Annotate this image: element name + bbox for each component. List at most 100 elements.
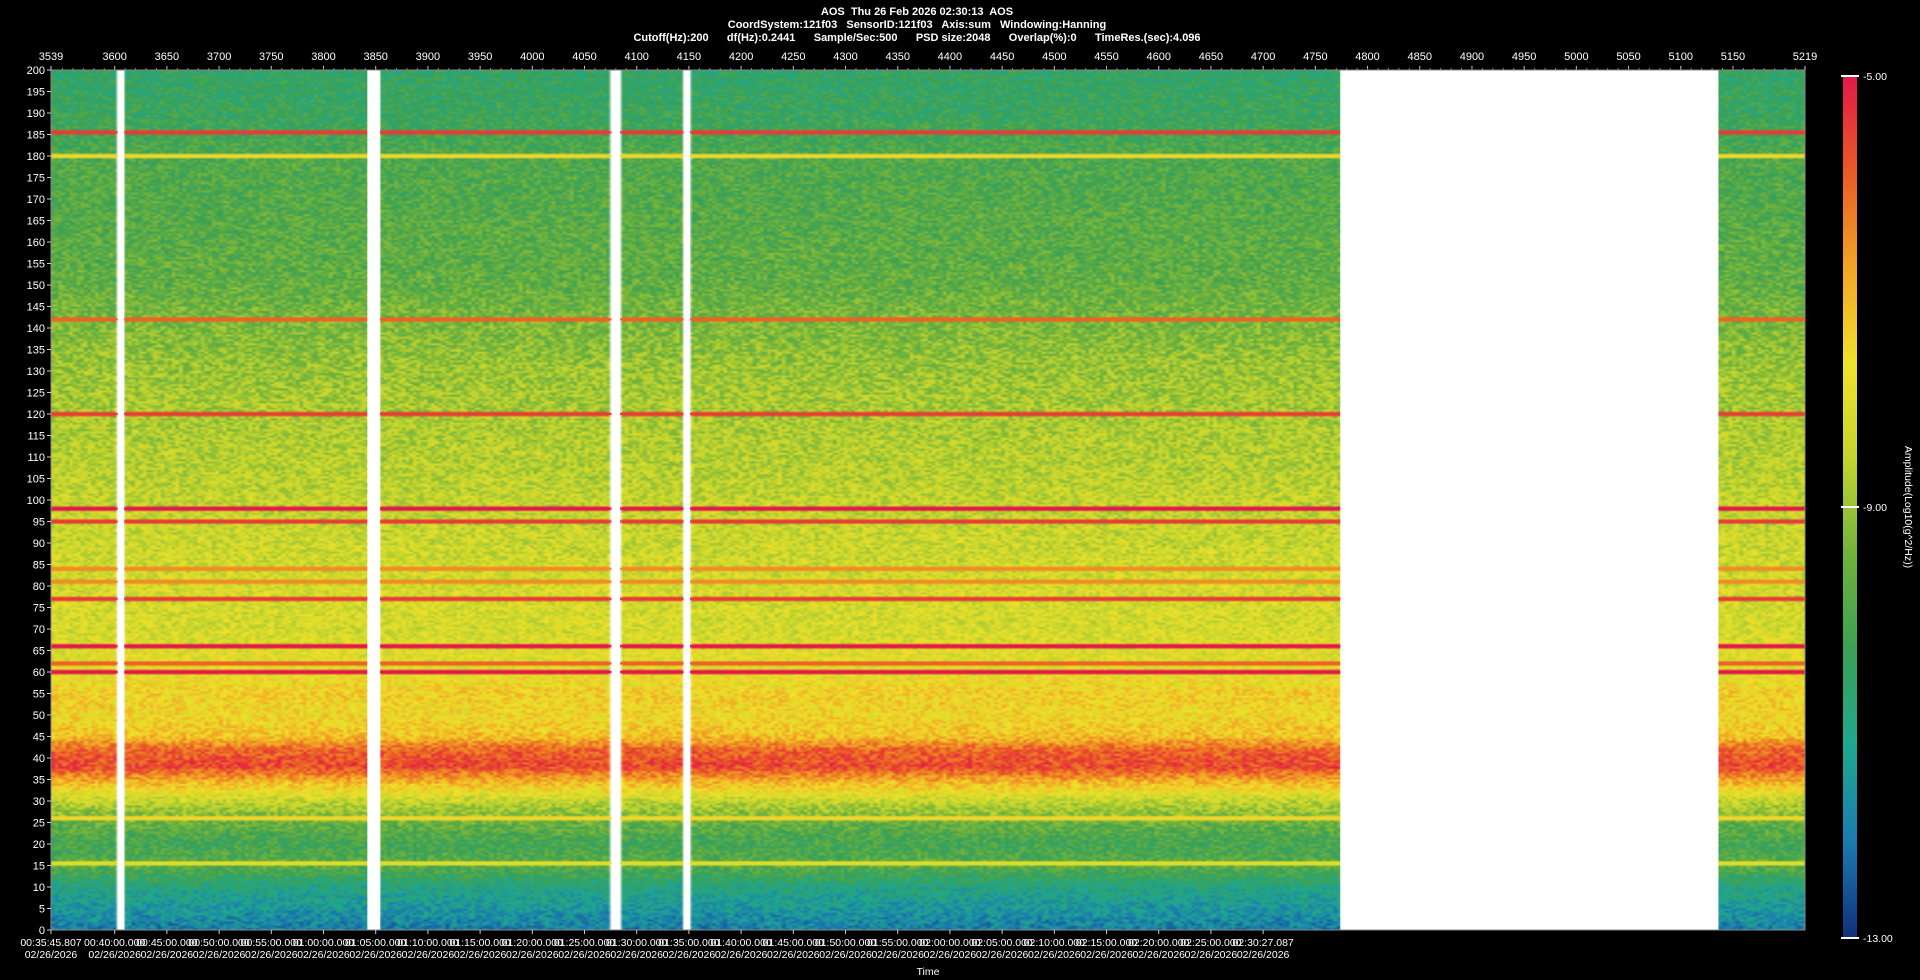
x-time-tick-label: 02:10:00.000 [1024,937,1085,949]
y-tick-label: 30 [33,796,45,808]
x-top-tick-label: 4550 [1094,51,1118,63]
y-tick-label: 200 [27,65,45,77]
x-time-tick-label: 00:35:45.807 [20,937,81,949]
x-top-tick-label: 4050 [572,51,596,63]
y-tick-label: 150 [27,280,45,292]
y-tick-label: 120 [27,409,45,421]
x-time-tick-label: 02:20:00.000 [1128,937,1189,949]
x-time-tick-label: 01:05:00.000 [345,937,406,949]
x-time-tick-label: 01:25:00.000 [554,937,615,949]
y-tick-label: 60 [33,667,45,679]
colorbar-label: Amplitude(Log10(g^2/Hz)) [1902,446,1914,568]
x-axis-label: Time [917,966,940,978]
x-top-tick-label: 4200 [729,51,753,63]
x-date-tick-label: 02/26/2026 [1237,949,1290,961]
chart-title: AOS Thu 26 Feb 2026 02:30:13 AOS [820,6,1014,18]
x-top-tick-label: 4850 [1408,51,1432,63]
data-gap [117,70,125,930]
x-date-tick-label: 02/26/2026 [297,949,350,961]
x-date-tick-label: 02/26/2026 [349,949,402,961]
x-time-tick-label: 00:40:00.000 [84,937,145,949]
x-top-tick-label: 3700 [207,51,231,63]
x-date-tick-label: 02/26/2026 [141,949,194,961]
x-date-tick-label: 02/26/2026 [454,949,507,961]
y-tick-label: 160 [27,237,45,249]
y-tick-label: 25 [33,818,45,830]
x-top-tick-label: 3539 [39,51,63,63]
x-time-tick-label: 01:55:00.000 [867,937,928,949]
y-tick-label: 85 [33,560,45,572]
axes: 0510152025303540455055606570758085909510… [20,51,1817,978]
x-date-tick-label: 02/26/2026 [402,949,455,961]
y-tick-label: 40 [33,753,45,765]
y-tick-label: 95 [33,517,45,529]
x-top-tick-label: 4500 [1042,51,1066,63]
x-time-tick-label: 02:05:00.000 [971,937,1032,949]
x-top-tick-label: 4350 [885,51,909,63]
x-top-tick-label: 4150 [677,51,701,63]
y-tick-label: 195 [27,87,45,99]
x-top-tick-label: 4650 [1199,51,1223,63]
data-gap [1340,70,1719,930]
x-top-tick-label: 3900 [416,51,440,63]
x-date-tick-label: 02/26/2026 [819,949,872,961]
x-top-tick-label: 4450 [990,51,1014,63]
x-top-tick-label: 4700 [1251,51,1275,63]
y-tick-label: 20 [33,839,45,851]
y-tick-label: 45 [33,732,45,744]
y-tick-label: 115 [27,431,45,443]
x-top-tick-label: 4800 [1355,51,1379,63]
x-date-tick-label: 02/26/2026 [245,949,298,961]
y-tick-label: 35 [33,775,45,787]
y-tick-label: 175 [27,173,45,185]
x-time-tick-label: 02:00:00.000 [919,937,980,949]
x-time-tick-label: 01:30:00.000 [606,937,667,949]
x-top-tick-label: 5050 [1616,51,1640,63]
x-date-tick-label: 02/26/2026 [1080,949,1133,961]
y-tick-label: 50 [33,710,45,722]
x-top-tick-label: 3850 [363,51,387,63]
x-top-tick-label: 5100 [1669,51,1693,63]
chart-subtitle-params: Cutoff(Hz):200 df(Hz):0.2441 Sample/Sec:… [633,32,1201,44]
colorbar-tick-label: -5.00 [1863,71,1887,83]
y-tick-label: 140 [27,323,45,335]
x-date-tick-label: 02/26/2026 [193,949,246,961]
x-date-tick-label: 02/26/2026 [1132,949,1185,961]
data-gap [611,70,621,930]
y-tick-label: 185 [27,130,45,142]
y-tick-label: 15 [33,861,45,873]
spectrogram-plot [51,70,1805,930]
data-gap [683,70,690,930]
y-tick-label: 5 [39,904,45,916]
y-tick-label: 0 [39,925,45,937]
y-tick-label: 55 [33,689,45,701]
data-gap [367,70,380,930]
x-time-tick-label: 02:15:00.000 [1076,937,1137,949]
y-tick-label: 165 [27,216,45,228]
y-tick-label: 130 [27,366,45,378]
x-time-tick-label: 01:50:00.000 [815,937,876,949]
y-tick-label: 75 [33,603,45,615]
x-time-tick-label: 01:10:00.000 [397,937,458,949]
x-date-tick-label: 02/26/2026 [88,949,141,961]
y-tick-label: 190 [27,108,45,120]
x-top-tick-label: 3600 [102,51,126,63]
y-tick-label: 100 [27,495,45,507]
x-date-tick-label: 02/26/2026 [506,949,559,961]
colorbar-tick-label: -9.00 [1863,502,1887,514]
y-tick-label: 105 [27,474,45,486]
x-date-tick-label: 02/26/2026 [715,949,768,961]
x-time-tick-label: 00:50:00.000 [188,937,249,949]
x-time-tick-label: 01:20:00.000 [502,937,563,949]
x-date-tick-label: 02/26/2026 [25,949,78,961]
x-date-tick-label: 02/26/2026 [976,949,1029,961]
x-date-tick-label: 02/26/2026 [767,949,820,961]
y-tick-label: 135 [27,345,45,357]
x-top-tick-label: 3650 [155,51,179,63]
x-top-tick-label: 4300 [833,51,857,63]
x-time-tick-label: 01:00:00.000 [293,937,354,949]
chart-subtitle-sensor: CoordSystem:121f03 SensorID:121f03 Axis:… [727,19,1107,31]
y-tick-label: 80 [33,581,45,593]
x-date-tick-label: 02/26/2026 [558,949,611,961]
